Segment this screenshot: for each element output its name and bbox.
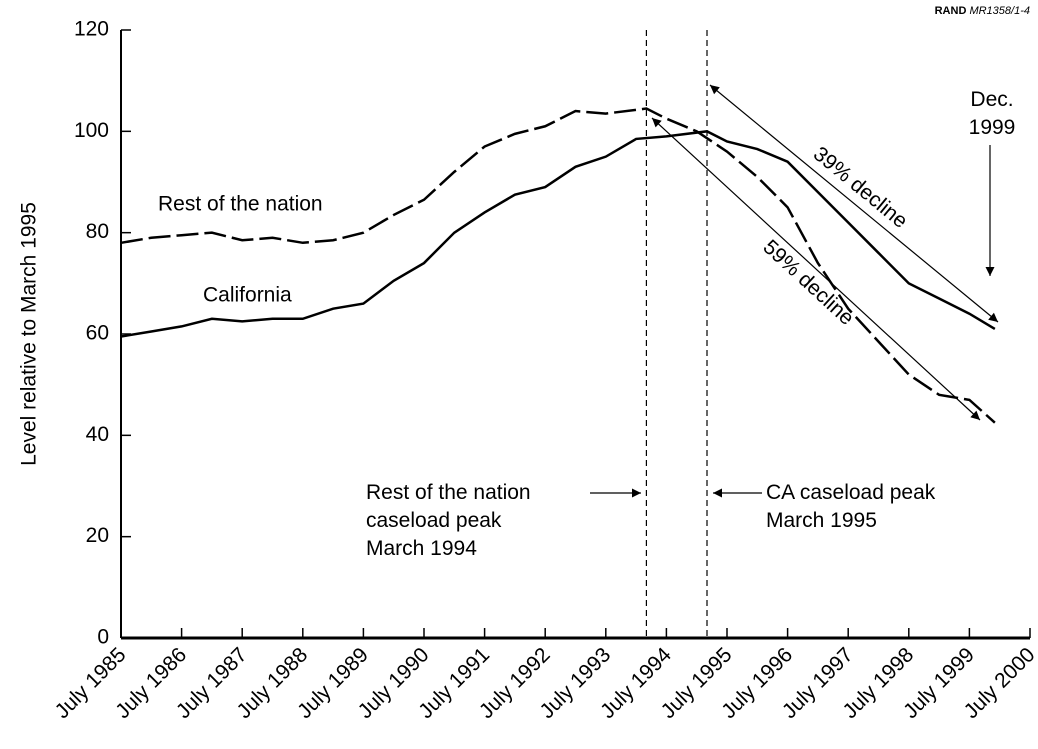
annotation-line: Dec.	[970, 88, 1013, 111]
annotation-line: caseload peak	[366, 509, 502, 532]
annotation-line: March 1995	[766, 509, 877, 532]
annotation: 59% decline	[759, 235, 859, 329]
annotation: CA caseload peak March 1995	[766, 481, 936, 532]
y-axis-label: Level relative to March 1995	[18, 202, 41, 466]
series-label: California	[203, 284, 292, 307]
y-tick-label: 100	[74, 119, 109, 142]
source: RAND MR1358/1-4	[935, 5, 1030, 17]
y-tick-label: 40	[86, 423, 109, 446]
annotation-line: March 1994	[366, 537, 477, 560]
y-tick-label: 60	[86, 322, 109, 345]
annotation: 39% decline	[809, 142, 912, 233]
annotation-line: 1999	[969, 116, 1016, 139]
y-tick-label: 20	[86, 524, 109, 547]
annotation: Dec. 1999	[969, 88, 1016, 139]
annotation: Rest of the nation caseload peak March 199…	[366, 481, 531, 560]
series-line	[120, 130, 996, 338]
series-line	[120, 107, 996, 424]
series-label: Rest of the nation	[158, 193, 323, 216]
annotation-line: 39% decline	[809, 142, 912, 233]
annotation-line: 59% decline	[759, 235, 859, 329]
arrow	[709, 84, 999, 323]
y-tick-label: 120	[74, 18, 109, 41]
arrow	[651, 117, 981, 421]
annotation-line: CA caseload peak	[766, 481, 936, 504]
y-tick-label: 80	[86, 220, 109, 243]
annotation-line: Rest of the nation	[366, 481, 531, 504]
y-tick-label: 0	[97, 626, 109, 649]
source-org: RAND	[935, 5, 967, 17]
source-id: MR1358/1-4	[969, 5, 1030, 17]
